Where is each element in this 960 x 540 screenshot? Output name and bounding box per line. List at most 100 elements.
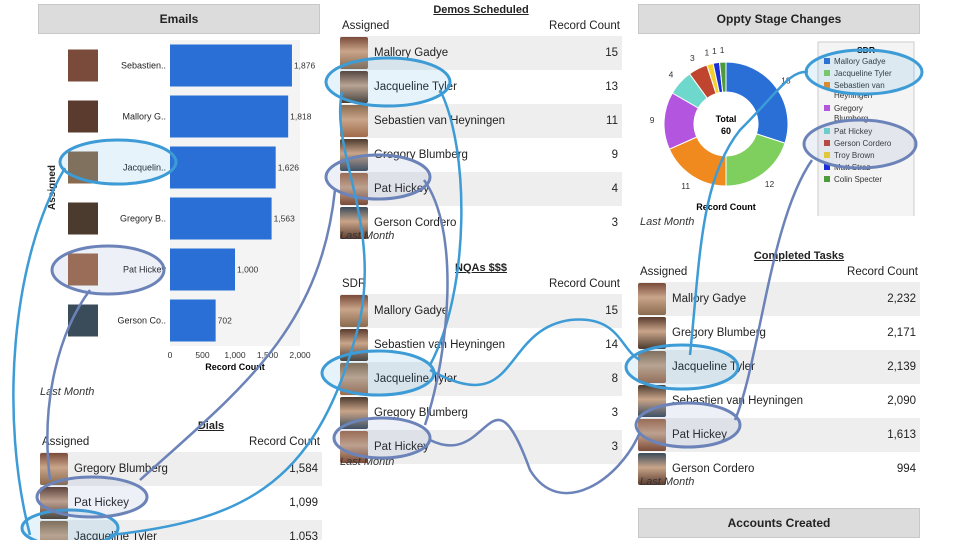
legend-swatch: [824, 70, 830, 76]
row-count: 8: [611, 373, 618, 385]
row-count: 1,584: [289, 463, 318, 475]
table-row[interactable]: Mallory Gadye 2,232: [638, 282, 920, 316]
demos-column-header: Assigned Record Count: [340, 16, 622, 36]
table-row[interactable]: Pat Hickey 1,613: [638, 418, 920, 452]
table-row[interactable]: Pat Hickey 4: [340, 172, 622, 206]
table-row[interactable]: Mallory Gadye 15: [340, 294, 622, 328]
row-count: 13: [605, 81, 618, 93]
avatar: [340, 295, 368, 327]
completed-col-assigned: Assigned: [640, 266, 688, 278]
emails-panel: Emails Assigned Sebastien.. 1,876 Mallory …: [38, 4, 320, 404]
table-row[interactable]: Jacqueline Tyler 2,139: [638, 350, 920, 384]
completed-column-header: Assigned Record Count: [638, 262, 920, 282]
tick-label: 1,000: [224, 350, 246, 360]
nqas-col-count: Record Count: [549, 278, 620, 290]
row-name: Jacqueline Tyler: [74, 531, 157, 540]
row-count: 15: [605, 305, 618, 317]
legend-label: Matt Straz: [834, 163, 870, 172]
value-label: 1,818: [290, 112, 312, 122]
legend-label: Blumberg: [834, 114, 868, 123]
table-row[interactable]: Jacqueline Tyler 8: [340, 362, 622, 396]
nqas-col-sdr: SDR: [342, 278, 367, 290]
table-row[interactable]: Gregory Blumberg 3: [340, 396, 622, 430]
bar[interactable]: [170, 248, 235, 291]
avatar: [40, 453, 68, 485]
legend-label: Heyningen: [834, 91, 872, 100]
completed-panel: Completed Tasks Assigned Record Count Ma…: [638, 250, 920, 495]
category-label: Pat Hickey: [123, 265, 167, 275]
row-name: Mallory Gadye: [374, 47, 449, 59]
bar[interactable]: [170, 197, 272, 240]
table-row[interactable]: Sebastien van Heyningen 11: [340, 104, 622, 138]
category-label: Sebastien..: [121, 61, 166, 71]
row-name: Gregory Blumberg: [374, 407, 468, 419]
avatar: [68, 202, 98, 235]
row-name: Gerson Cordero: [374, 217, 457, 229]
table-row[interactable]: Sebastien van Heyningen 2,090: [638, 384, 920, 418]
avatar: [340, 71, 368, 103]
row-name: Sebastien van Heyningen: [374, 339, 506, 351]
table-row[interactable]: Jacqueline Tyler 13: [340, 70, 622, 104]
completed-col-count: Record Count: [847, 266, 918, 278]
value-label: 1,876: [294, 61, 316, 71]
legend-swatch: [824, 105, 830, 111]
slice-label: 4: [669, 69, 674, 79]
legend-swatch: [824, 128, 830, 134]
avatar: [340, 173, 368, 205]
avatar: [638, 317, 666, 349]
value-label: 1,626: [278, 163, 300, 173]
bar[interactable]: [170, 44, 292, 87]
avatar: [40, 521, 68, 540]
bar[interactable]: [170, 95, 289, 138]
donut-slice[interactable]: [725, 133, 786, 187]
avatar: [340, 139, 368, 171]
table-row[interactable]: Pat Hickey 1,099: [40, 486, 322, 520]
table-row[interactable]: Gerson Cordero 994: [638, 452, 920, 486]
oppty-footer: Last Month: [640, 216, 695, 228]
row-count: 2,232: [887, 293, 916, 305]
table-row[interactable]: Sebastien van Heyningen 14: [340, 328, 622, 362]
row-count: 11: [606, 115, 618, 127]
axis-label: Record Count: [696, 202, 756, 212]
slice-label: 1: [712, 46, 717, 56]
row-count: 1,613: [887, 429, 916, 441]
category-label: Gerson Co..: [117, 316, 166, 326]
table-row[interactable]: Gregory Blumberg 2,171: [638, 316, 920, 350]
emails-footer: Last Month: [40, 386, 95, 398]
table-row[interactable]: Mallory Gadye 15: [340, 36, 622, 70]
avatar: [638, 385, 666, 417]
completed-title: Completed Tasks: [753, 250, 845, 262]
donut-slice[interactable]: [725, 61, 789, 144]
bar[interactable]: [170, 146, 276, 189]
table-row[interactable]: Jacqueline Tyler 1,053: [40, 520, 322, 540]
demos-col-assigned: Assigned: [342, 20, 390, 32]
slice-label: 12: [765, 179, 775, 189]
demos-title: Demos Scheduled: [433, 4, 529, 16]
legend-swatch: [824, 58, 830, 64]
tick-label: 2,000: [289, 350, 311, 360]
legend-label: Colin Specter: [834, 175, 882, 184]
value-label: 702: [218, 316, 232, 326]
table-row[interactable]: Gregory Blumberg 1,584: [40, 452, 322, 486]
oppty-header: Oppty Stage Changes: [638, 4, 920, 34]
row-count: 2,139: [887, 361, 916, 373]
avatar: [68, 100, 98, 133]
bar[interactable]: [170, 299, 216, 342]
row-name: Gregory Blumberg: [672, 327, 766, 339]
table-row[interactable]: Gregory Blumberg 9: [340, 138, 622, 172]
value-label: 1,563: [274, 214, 296, 224]
avatar: [68, 253, 98, 286]
avatar: [340, 105, 368, 137]
row-name: Sebastien van Heyningen: [374, 115, 506, 127]
nqas-footer: Last Month: [340, 456, 395, 468]
demos-footer: Last Month: [340, 230, 395, 242]
category-label: Mallory G..: [122, 112, 166, 122]
avatar: [638, 453, 666, 485]
tick-label: 1,500: [257, 350, 279, 360]
dials-title: Dials: [197, 420, 225, 432]
legend-swatch: [824, 176, 830, 182]
legend-label: Troy Brown: [834, 151, 875, 160]
row-name: Jacqueline Tyler: [374, 81, 457, 93]
row-count: 3: [611, 407, 618, 419]
row-name: Pat Hickey: [374, 183, 429, 195]
